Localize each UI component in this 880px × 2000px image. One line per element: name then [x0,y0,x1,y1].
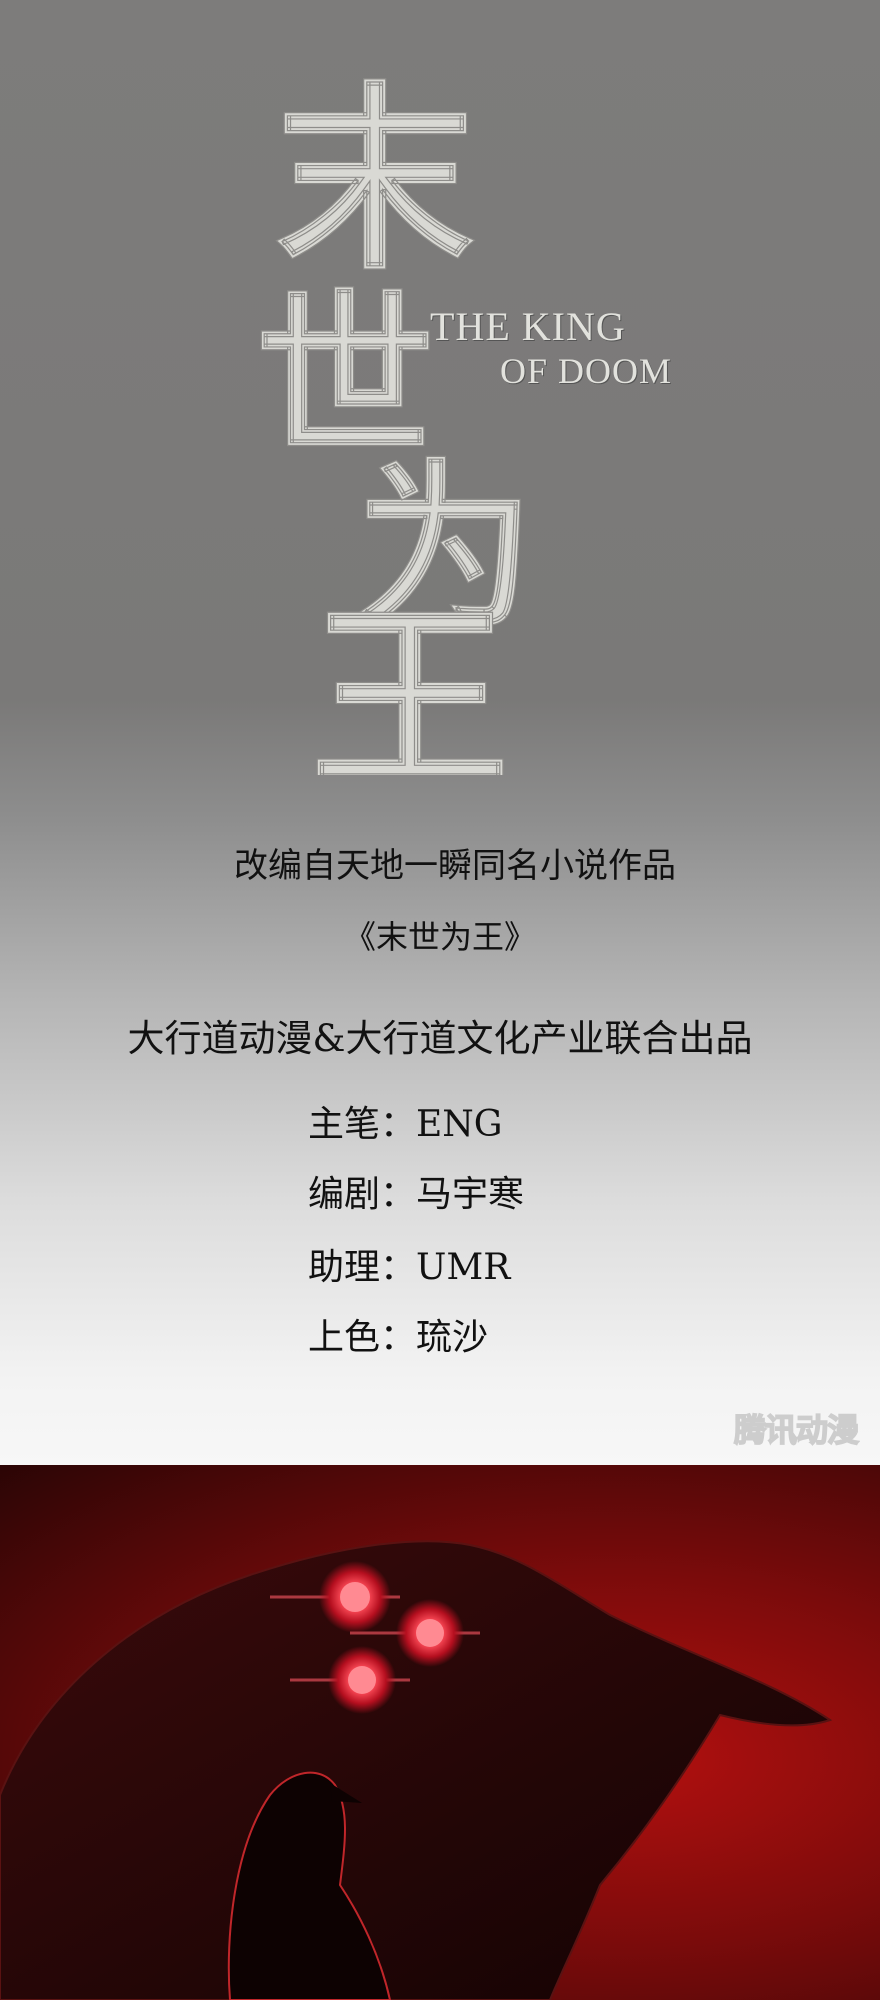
title-char-2: 世 [255,272,435,483]
adaptation-credit: 改编自天地一瞬同名小说作品 [234,846,676,886]
publisher-watermark: 腾讯动漫 [733,1410,860,1450]
staff-row-assistant: 助理：UMR [308,1238,510,1290]
staff-label: 编剧： [308,1174,417,1215]
staff-value: UMR [416,1247,511,1288]
glowing-eyes [270,1561,480,1714]
staff-row-artist: 主笔：ENG [308,1095,503,1147]
crow-body-shape [0,1540,833,2000]
staff-label: 上色： [308,1317,417,1358]
english-title: THE KING OF DOOM [430,305,690,393]
staff-label: 主笔： [308,1104,417,1145]
staff-value: ENG [416,1104,503,1145]
title-char-1: 末 [275,63,475,298]
english-title-line1: THE KING [430,304,626,349]
staff-row-writer: 编剧：马宇寒 [308,1165,524,1217]
title-char-3: 为 [355,442,535,653]
staff-row-colorist: 上色：琉沙 [308,1308,488,1360]
chinese-title-logo: 末 世 为 王 [254,55,585,818]
english-title-line2: OF DOOM [500,351,673,391]
title-char-4: 王 [310,583,510,775]
title-panel [0,0,880,1465]
novel-title: 《末世为王》 [343,918,536,956]
crow-illustration [0,1465,880,2000]
staff-label: 助理： [308,1247,417,1288]
studio-credit: 大行道动漫&大行道文化产业联合出品 [127,1017,753,1060]
staff-value: 马宇寒 [416,1174,525,1215]
staff-value: 琉沙 [416,1317,489,1358]
small-crow-shape [227,1771,392,2000]
